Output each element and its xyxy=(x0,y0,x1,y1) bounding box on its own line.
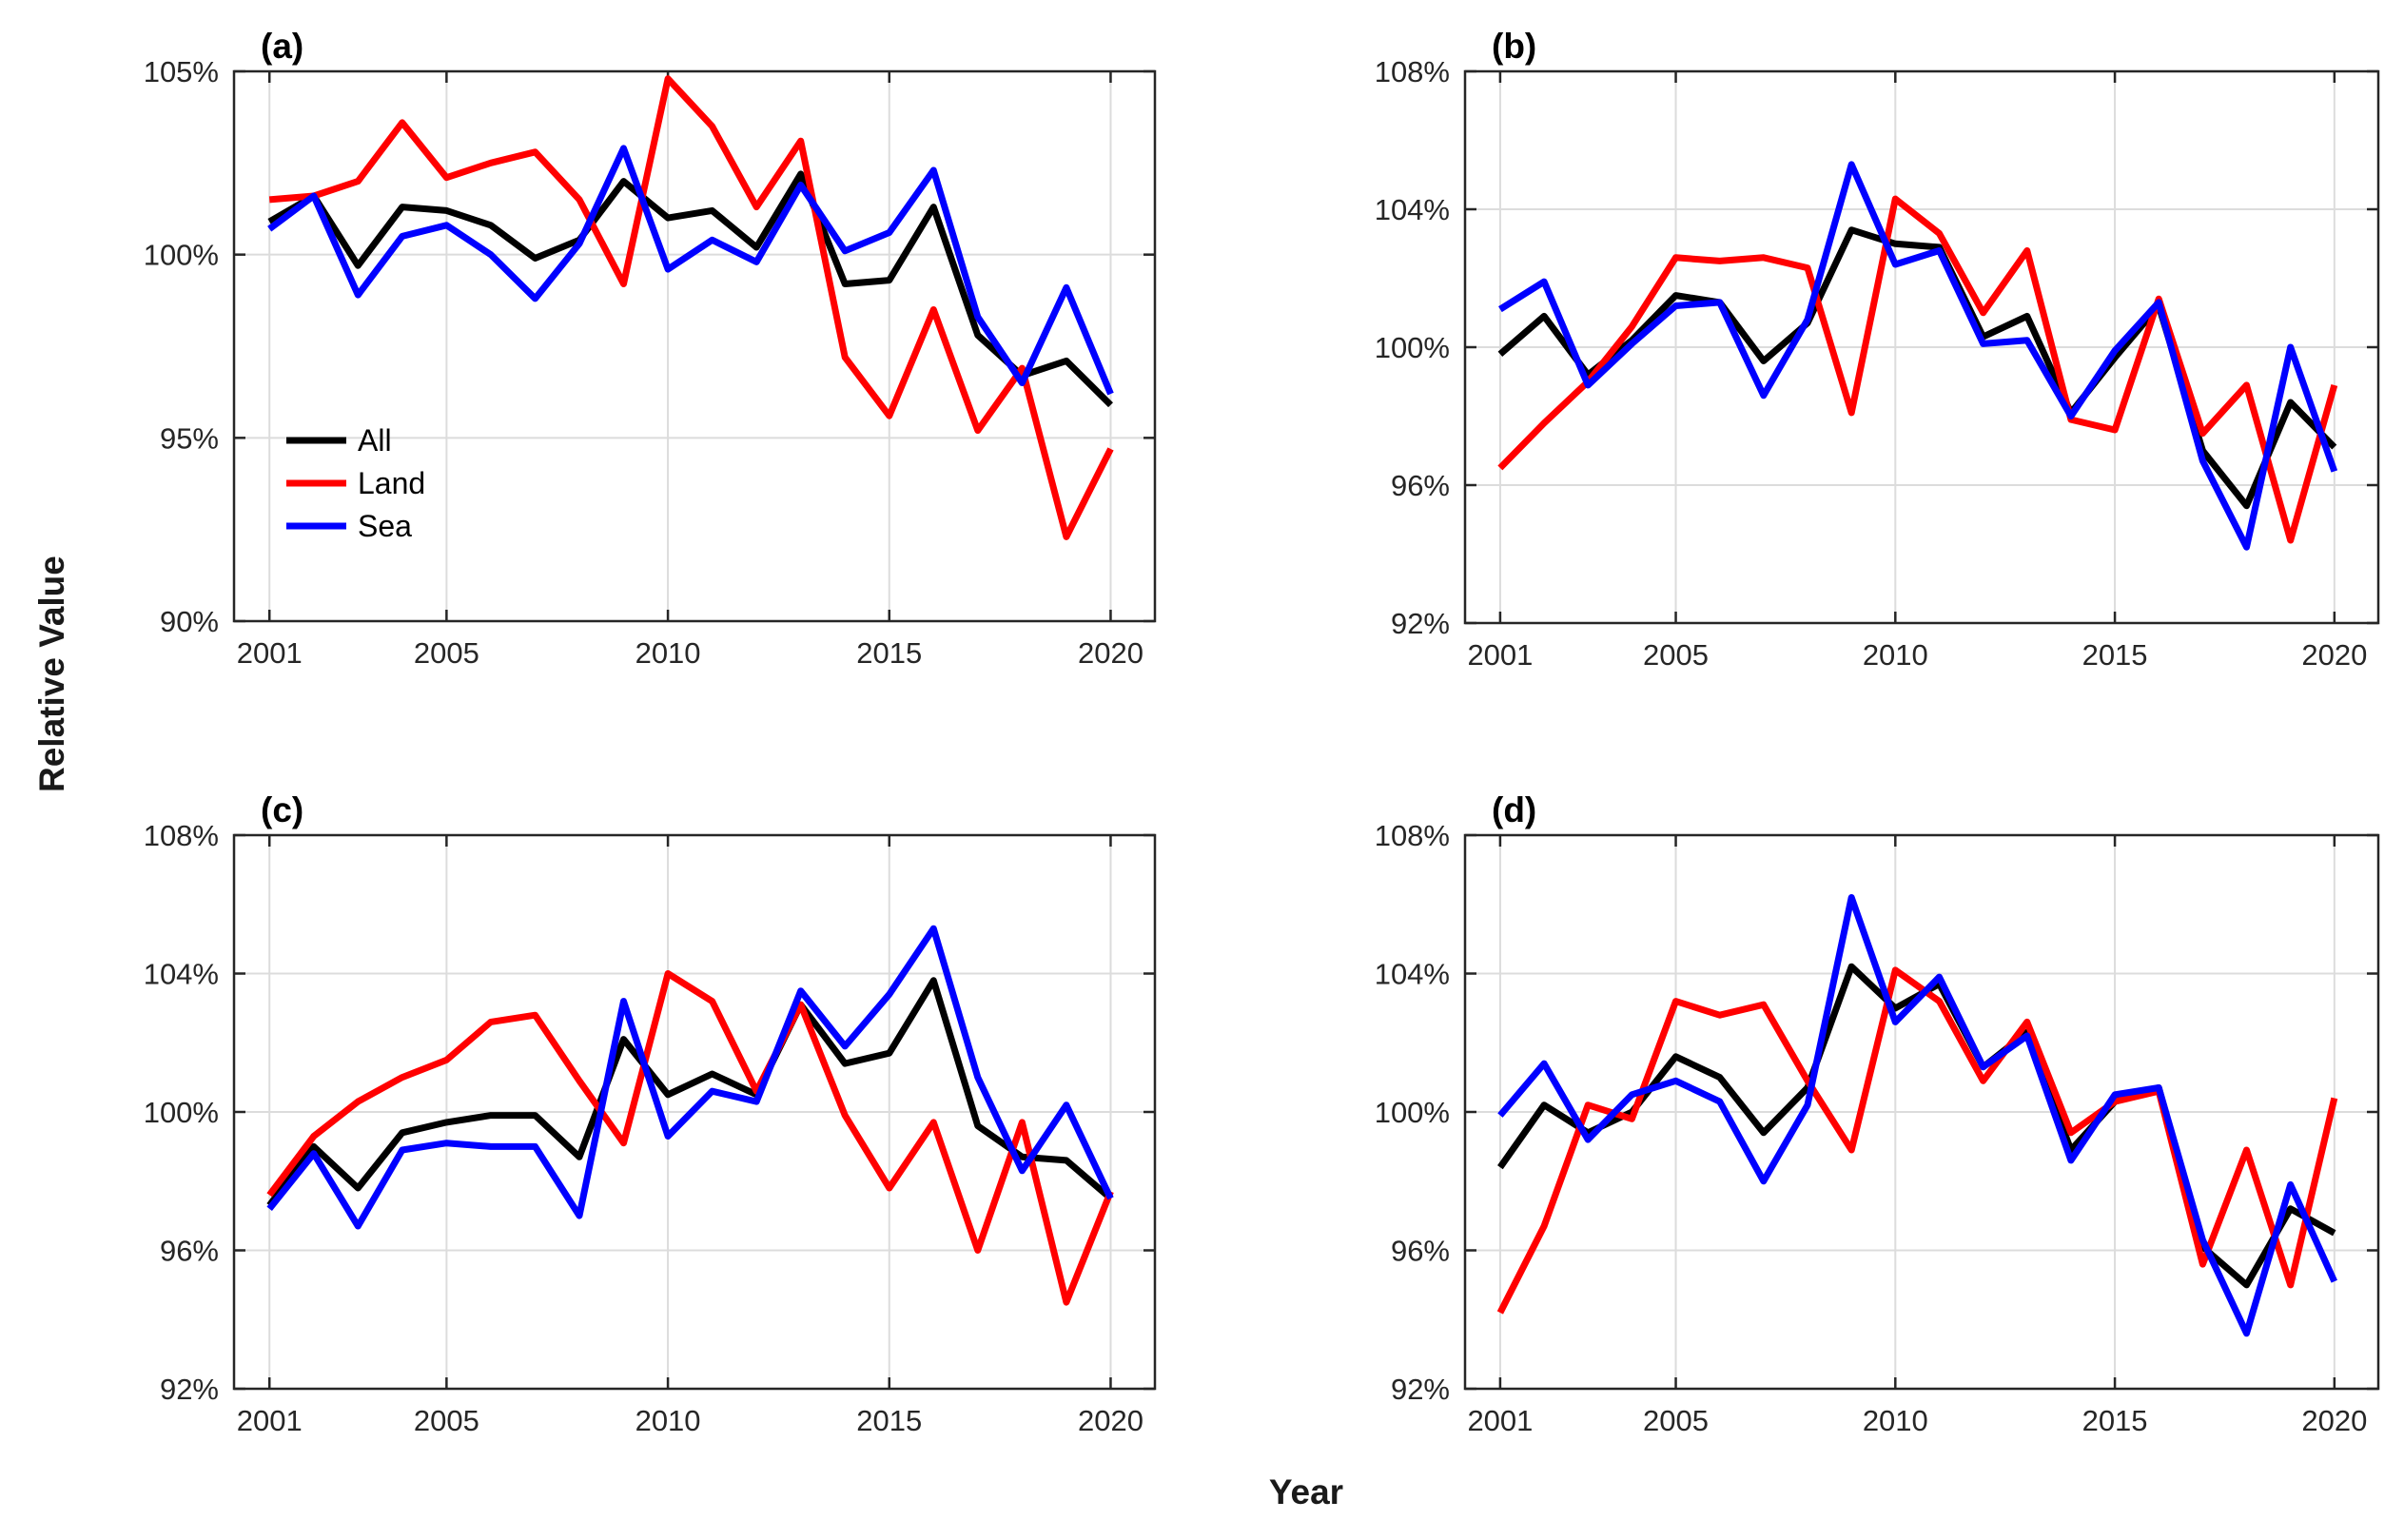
x-tick-label: 2020 xyxy=(1078,636,1143,670)
series-line-sea xyxy=(1497,894,2337,1337)
x-tick-label: 2005 xyxy=(414,1404,479,1437)
x-tick-label: 2015 xyxy=(856,636,922,670)
panel-label-b: (b) xyxy=(1492,27,1536,66)
chart-panel-a: 2001 2005 2010 2015 2020 90% 95% 100% 105% (a) All… xyxy=(144,27,1157,670)
y-tick-label: 105% xyxy=(144,55,219,88)
series-line-land xyxy=(266,970,1114,1306)
legend: All Land Sea xyxy=(286,423,425,543)
y-tick-label: 100% xyxy=(144,1096,219,1129)
x-tick-label: 2010 xyxy=(635,636,701,670)
x-tick-label: 2010 xyxy=(1863,638,1928,672)
x-tick-label: 2020 xyxy=(2301,638,2367,672)
y-tick-label: 96% xyxy=(1391,1235,1450,1268)
series-line-sea xyxy=(1498,161,2338,551)
y-tick-label: 95% xyxy=(160,421,219,455)
y-tick-label: 100% xyxy=(1375,331,1450,364)
y-tick-label: 92% xyxy=(1391,607,1450,640)
series-line-land xyxy=(1497,195,2338,544)
y-tick-label: 104% xyxy=(1375,193,1450,226)
series-line-all xyxy=(266,977,1113,1208)
x-axis-title: Year xyxy=(1268,1472,1344,1511)
x-tick-label: 2001 xyxy=(237,1404,303,1437)
y-tick-label: 92% xyxy=(160,1373,219,1406)
y-axis-title: Relative Value xyxy=(32,556,71,792)
x-tick-label: 2015 xyxy=(2082,638,2148,672)
chart-panel-d: 2001 2005 2010 2015 2020 92% 96% 100% 104% 108% (d… xyxy=(1375,790,2380,1437)
chart-panel-c: 2001 2005 2010 2015 2020 92% 96% 100% 104% 108% (c… xyxy=(144,790,1157,1437)
panel-label-a: (a) xyxy=(261,27,303,66)
legend-label-all: All xyxy=(358,423,392,458)
x-tick-label: 2005 xyxy=(414,636,479,670)
y-tick-label: 90% xyxy=(160,605,219,638)
legend-label-sea: Sea xyxy=(358,509,412,543)
y-tick-label: 104% xyxy=(1375,958,1450,991)
x-tick-label: 2020 xyxy=(2301,1404,2367,1437)
axes-box xyxy=(232,69,1157,623)
y-tick-label: 108% xyxy=(144,819,219,852)
y-tick-label: 100% xyxy=(144,239,219,272)
legend-label-land: Land xyxy=(358,466,425,500)
series-line-sea xyxy=(266,925,1114,1230)
series-line-all xyxy=(1497,226,2337,510)
x-tick-label: 2010 xyxy=(635,1404,701,1437)
x-tick-label: 2005 xyxy=(1643,638,1709,672)
series-line-land xyxy=(268,75,1114,540)
panel-label-c: (c) xyxy=(261,790,303,829)
series-line-sea xyxy=(267,145,1114,396)
y-tick-label: 104% xyxy=(144,958,219,991)
x-tick-label: 2020 xyxy=(1078,1404,1143,1437)
x-tick-label: 2001 xyxy=(1467,1404,1533,1437)
series-line-all xyxy=(267,170,1113,408)
panel-label-d: (d) xyxy=(1492,790,1536,829)
chart-panel-b: 2001 2005 2010 2015 2020 92% 96% 100% 104% 108% (b… xyxy=(1375,27,2380,672)
x-tick-label: 2005 xyxy=(1643,1404,1709,1437)
x-tick-label: 2010 xyxy=(1863,1404,1928,1437)
y-tick-label: 96% xyxy=(160,1235,219,1268)
series-line-land xyxy=(1496,966,2338,1315)
y-tick-label: 92% xyxy=(1391,1373,1450,1406)
y-tick-label: 108% xyxy=(1375,55,1450,88)
y-tick-label: 96% xyxy=(1391,469,1450,502)
x-tick-label: 2001 xyxy=(1467,638,1533,672)
x-tick-label: 2015 xyxy=(2082,1404,2148,1437)
x-tick-label: 2015 xyxy=(856,1404,922,1437)
y-tick-label: 108% xyxy=(1375,819,1450,852)
series-line-all xyxy=(1497,963,2336,1289)
x-tick-label: 2001 xyxy=(237,636,303,670)
y-tick-label: 100% xyxy=(1375,1096,1450,1129)
